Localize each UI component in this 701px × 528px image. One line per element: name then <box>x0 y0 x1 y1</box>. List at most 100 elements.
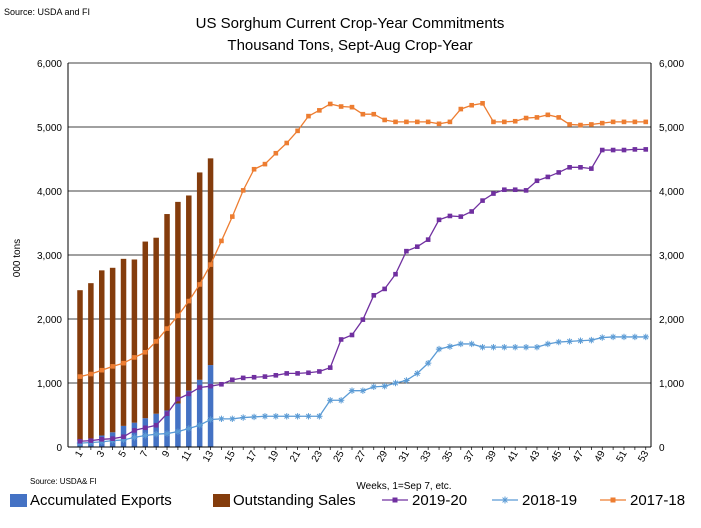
marker-2017-18 <box>534 115 540 120</box>
source-bottom-text: Source: USDA& FI <box>30 477 97 486</box>
x-tick-label: 1 <box>73 449 86 460</box>
marker-2019-20 <box>425 237 431 242</box>
marker-2018-19 <box>479 343 486 351</box>
legend-label-outstanding_sales: Outstanding Sales <box>233 492 356 509</box>
marker-2018-19 <box>642 333 649 341</box>
marker-2017-18 <box>491 119 496 125</box>
x-tick-label: 17 <box>245 449 260 465</box>
marker-2018-19 <box>522 343 530 351</box>
x-tick-label: 33 <box>419 449 434 465</box>
y-tick-label-right: 2,000 <box>659 315 684 326</box>
marker-2019-20 <box>491 191 496 196</box>
marker-2017-18 <box>186 298 192 304</box>
marker-2019-20 <box>414 244 420 249</box>
marker-2018-19 <box>424 359 432 367</box>
x-tick-label: 37 <box>462 449 477 465</box>
marker-2018-19 <box>631 333 639 341</box>
marker-2019-20 <box>556 170 562 175</box>
marker-2017-18 <box>621 119 627 125</box>
marker-2019-20 <box>142 425 148 431</box>
marker-2019-20 <box>338 337 344 342</box>
y-tick-label-left: 2,000 <box>37 315 62 326</box>
marker-2017-18 <box>317 108 322 113</box>
marker-2018-19 <box>414 370 421 377</box>
line-series <box>76 101 649 447</box>
marker-2017-18 <box>578 122 583 128</box>
bar-outstanding-sales <box>131 259 138 423</box>
marker-2019-20 <box>589 166 594 171</box>
bar-accumulated-exports <box>164 410 170 447</box>
marker-2017-18 <box>447 119 453 125</box>
x-tick-label: 29 <box>375 449 390 465</box>
marker-2019-20 <box>262 374 268 379</box>
legend-label-accumulated_exports: Accumulated Exports <box>30 492 172 509</box>
marker-2019-20 <box>197 385 202 390</box>
y-axis-left-ticks: 0 1,000 2,000 3,000 4,000 5,000 6,000 <box>37 59 62 454</box>
y-axis-right-ticks: 0 1,000 2,000 3,000 4,000 5,000 6,000 <box>659 59 684 454</box>
marker-2017-18 <box>164 326 170 331</box>
marker-2018-19 <box>501 343 508 351</box>
marker-2017-18 <box>153 339 159 344</box>
marker-2018-19 <box>403 377 410 384</box>
x-tick-label: 19 <box>266 449 281 465</box>
bar-outstanding-sales <box>120 258 127 426</box>
x-tick-label: 9 <box>160 449 173 460</box>
marker-2018-19 <box>327 397 334 404</box>
marker-2019-20 <box>251 374 257 380</box>
marker-2017-18 <box>230 214 235 219</box>
marker-2017-18 <box>502 119 507 125</box>
marker-2018-19 <box>261 413 269 420</box>
marker-2018-19 <box>446 343 454 350</box>
marker-2017-18 <box>284 140 290 146</box>
marker-2018-19 <box>490 343 497 351</box>
bar-outstanding-sales <box>88 283 94 439</box>
marker-2017-18 <box>589 122 594 127</box>
marker-2019-20 <box>567 165 572 170</box>
x-tick-label: 51 <box>615 449 630 465</box>
x-axis-label: Weeks, 1=Sep 7, etc. <box>356 481 451 492</box>
marker-2019-20 <box>578 165 583 170</box>
marker-2018-19 <box>305 413 312 420</box>
marker-2018-19 <box>120 436 127 444</box>
bar-accumulated-exports <box>175 403 181 447</box>
legend-label-y2017_18: 2017-18 <box>630 492 685 509</box>
marker-2019-20 <box>632 147 638 152</box>
y-tick-label-left: 0 <box>56 443 62 454</box>
marker-2017-18 <box>175 313 181 319</box>
axes <box>67 63 652 448</box>
marker-2019-20 <box>502 187 507 193</box>
marker-2018-19 <box>566 338 573 345</box>
bar-outstanding-sales <box>186 195 192 391</box>
marker-2018-19 <box>207 416 214 423</box>
marker-2018-19 <box>316 413 323 420</box>
marker-2019-20 <box>512 187 518 193</box>
y-tick-label-left: 5,000 <box>37 123 62 134</box>
marker-2018-19 <box>250 413 258 421</box>
marker-2017-18 <box>251 166 257 172</box>
marker-2017-18 <box>142 349 148 355</box>
bar-outstanding-sales <box>99 270 105 436</box>
bar-accumulated-exports <box>153 413 159 447</box>
bar-accumulated-exports <box>196 379 203 447</box>
marker-2017-18 <box>262 161 268 167</box>
x-tick-label: 47 <box>571 449 586 465</box>
marker-2019-20 <box>371 293 377 298</box>
marker-2017-18 <box>599 120 605 126</box>
x-tick-label: 21 <box>288 449 303 465</box>
marker-2019-20 <box>436 217 442 223</box>
y-tick-label-left: 6,000 <box>37 59 62 70</box>
marker-2017-18 <box>512 118 518 124</box>
marker-2017-18 <box>632 119 638 125</box>
marker-2017-18 <box>371 111 377 117</box>
marker-2018-19 <box>577 337 584 344</box>
marker-2017-18 <box>295 128 300 134</box>
marker-2019-20 <box>621 147 627 153</box>
marker-2017-18 <box>360 111 366 117</box>
x-tick-label: 13 <box>201 449 216 465</box>
legend-swatch-accumulated_exports <box>10 494 27 507</box>
legend-label-y2018_19: 2018-19 <box>522 492 577 509</box>
marker-2019-20 <box>88 438 94 443</box>
marker-2017-18 <box>469 102 474 108</box>
